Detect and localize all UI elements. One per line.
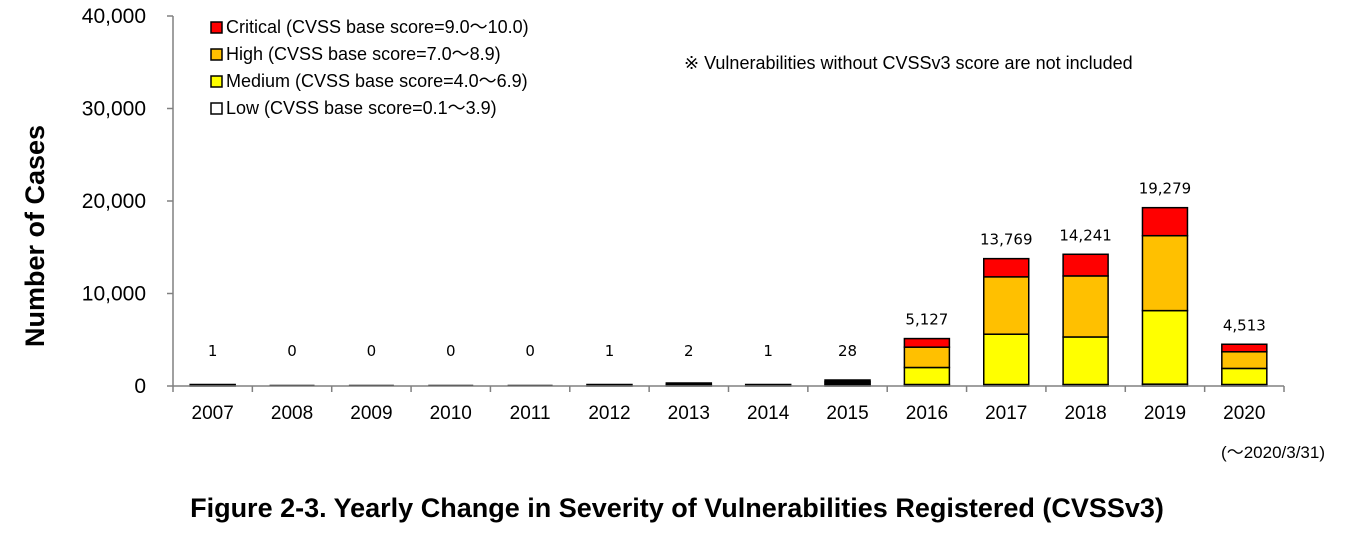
bar-segment — [824, 379, 871, 383]
total-label: 1 — [208, 342, 218, 360]
x-tick-label: 2018 — [1064, 403, 1106, 424]
bar-segment — [1141, 309, 1189, 385]
x-tick-label: 2015 — [826, 403, 868, 424]
y-tick-label: 20,000 — [82, 190, 146, 213]
last-category-note: (～2020/3/31) — [1221, 443, 1325, 462]
bar-segment — [1141, 234, 1189, 312]
total-label: 0 — [446, 342, 456, 360]
bar-segment — [903, 366, 951, 386]
total-label: 1 — [763, 342, 773, 360]
x-axis: 2007 2008 2009 2010 2011 2012 2013 2014 2015 2016… — [172, 386, 1285, 424]
legend-label: Critical (CVSS base score=9.0～10.0) — [226, 17, 529, 37]
legend: Critical (CVSS base score=9.0～10.0) High … — [210, 17, 529, 118]
bar-segment — [1062, 336, 1109, 386]
y-axis-label: Number of Cases — [20, 125, 50, 347]
x-tick-label: 2013 — [668, 403, 710, 424]
total-label: 4,513 — [1223, 316, 1266, 334]
bar-segment — [1221, 343, 1268, 353]
x-tick-label: 2007 — [192, 403, 234, 424]
bar-segment — [1062, 253, 1109, 277]
legend-swatch — [210, 75, 223, 88]
legend-label: Low (CVSS base score=0.1～3.9) — [226, 98, 497, 118]
total-label: 2 — [684, 342, 694, 360]
bar-segment — [1221, 351, 1268, 370]
total-label: 19,279 — [1139, 180, 1192, 198]
total-labels: 1 0 0 0 0 1 2 1 28 5,127 13,769 14,241 19,279 4,513 — [208, 180, 1266, 360]
legend-label: Medium (CVSS base score=4.0～6.9) — [226, 71, 528, 91]
y-axis: 0 10,000 20,000 30,000 40,000 — [82, 5, 173, 398]
bar-segment — [1221, 367, 1268, 386]
x-tick-label: 2012 — [588, 403, 630, 424]
bar-segment — [983, 276, 1030, 335]
x-tick-label: 2008 — [271, 403, 313, 424]
x-tick-label: 2010 — [430, 403, 472, 424]
total-label: 5,127 — [905, 311, 948, 329]
legend-swatch — [210, 48, 223, 61]
legend-swatch — [210, 21, 223, 34]
bar-segment — [1062, 275, 1109, 338]
x-tick-label: 2020 — [1223, 403, 1265, 424]
total-label: 0 — [525, 342, 535, 360]
x-tick-label: 2017 — [985, 403, 1027, 424]
x-tick-label: 2009 — [350, 403, 392, 424]
y-tick-label: 10,000 — [82, 283, 146, 306]
total-label: 13,769 — [980, 231, 1033, 249]
total-label: 14,241 — [1059, 226, 1112, 244]
bar-segment — [983, 333, 1030, 386]
bar-segment — [983, 257, 1030, 278]
bar-segment — [665, 382, 713, 386]
x-tick-label: 2019 — [1144, 403, 1186, 424]
bar-segment — [903, 337, 951, 348]
x-tick-label: 2014 — [747, 403, 790, 424]
chart-annotation: ※ Vulnerabilities without CVSSv3 score a… — [684, 53, 1133, 73]
y-tick-label: 40,000 — [82, 5, 146, 28]
y-tick-label: 0 — [134, 375, 146, 398]
chart-title: Figure 2-3. Yearly Change in Severity of… — [190, 493, 1164, 523]
total-label: 0 — [287, 342, 297, 360]
bar-segment — [903, 346, 951, 369]
legend-swatch — [210, 102, 223, 115]
x-tick-label: 2016 — [906, 403, 948, 424]
y-tick-label: 30,000 — [82, 98, 146, 121]
total-label: 0 — [367, 342, 377, 360]
x-tick-label: 2011 — [510, 403, 551, 424]
total-label: 28 — [838, 342, 857, 360]
legend-label: High (CVSS base score=7.0～8.9) — [226, 44, 501, 64]
total-label: 1 — [605, 342, 615, 360]
bar-segment — [1141, 206, 1189, 237]
